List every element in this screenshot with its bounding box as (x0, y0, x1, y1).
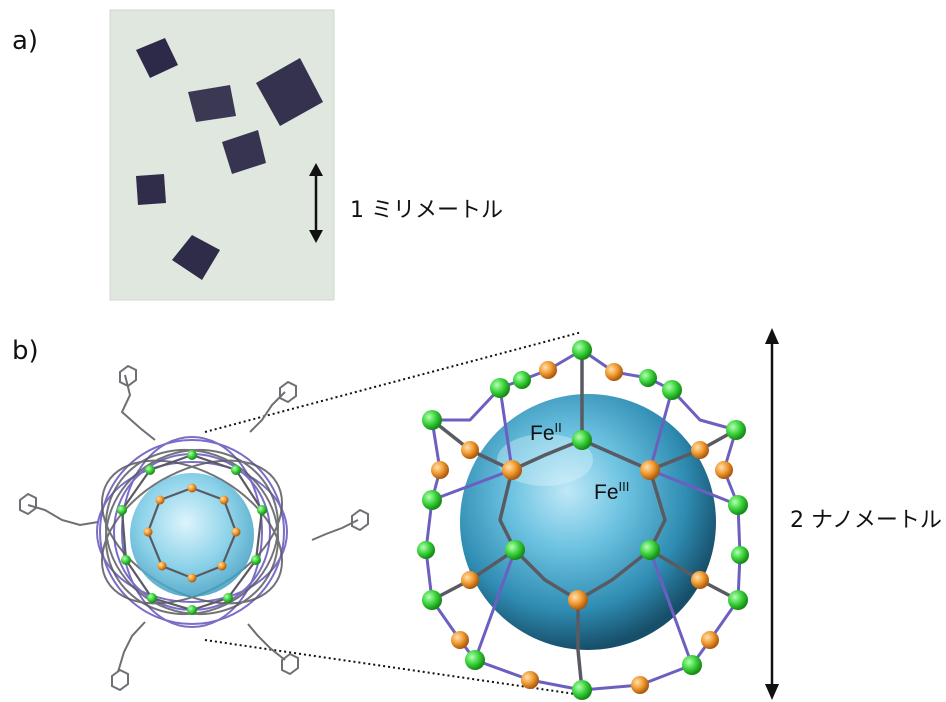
crystal-1 (136, 38, 178, 78)
crystal-5 (136, 174, 166, 205)
fe3-nodes (431, 361, 733, 694)
panel-b-label: b) (12, 336, 39, 366)
fe3-label-sup: III (618, 479, 630, 494)
zoom-guide-lines (204, 331, 583, 696)
fe2-nodes (417, 340, 749, 700)
crystal-6 (172, 235, 220, 280)
nanometer-scale-label: 2 ナノメートル (790, 508, 942, 533)
small-cage-model (19, 364, 369, 692)
fe2-label: FeII (530, 420, 562, 446)
large-cage-model (417, 340, 749, 700)
fe2-label-sup: II (554, 420, 562, 435)
small-cage-nodes (117, 450, 267, 615)
fe2-label-base: Fe (530, 422, 555, 445)
crystal-4 (222, 130, 266, 174)
crystal-3 (188, 85, 236, 122)
panel-a-label: a) (12, 26, 39, 56)
nanometer-scale-bar (765, 328, 779, 700)
millimeter-scale-label: 1 ミリメートル (350, 198, 503, 223)
fe3-label-base: Fe (594, 481, 619, 504)
crystal-photo (109, 9, 335, 301)
millimeter-scale-bar (309, 163, 323, 243)
crystal-2 (256, 58, 323, 126)
fe3-label: FeIII (594, 479, 629, 505)
